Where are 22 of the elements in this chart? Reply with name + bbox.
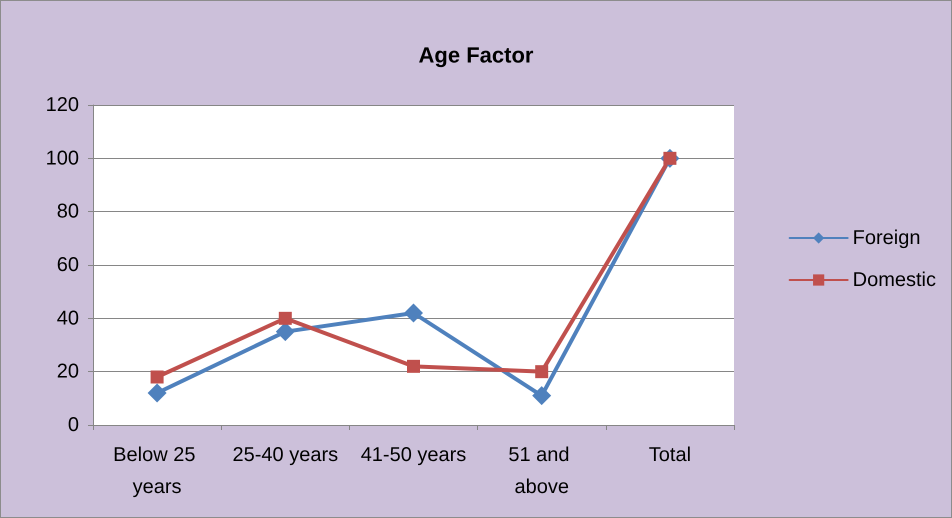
point xyxy=(535,365,548,378)
y-tick-label: 120 xyxy=(46,94,79,116)
point xyxy=(404,304,423,322)
x-tick-label: 25-40 years xyxy=(232,444,338,466)
y-tick-label: 80 xyxy=(56,200,79,223)
y-tick-label: 0 xyxy=(68,414,79,436)
point xyxy=(148,384,167,402)
point xyxy=(278,312,292,325)
point xyxy=(532,386,552,406)
y-tick-label: 60 xyxy=(56,254,79,276)
chart-title: Age Factor xyxy=(418,42,534,68)
y-tick-label: 100 xyxy=(46,147,79,170)
legend-label: Foreign xyxy=(852,227,920,249)
legend-label: Domestic xyxy=(852,269,936,291)
x-tick-label: Below 25 years xyxy=(113,444,202,498)
x-tick-label: 41-50 years xyxy=(360,444,466,466)
point xyxy=(150,370,164,384)
y-tick-label: 40 xyxy=(56,307,79,330)
x-tick-label: Total xyxy=(648,444,692,466)
y-tick-label: 20 xyxy=(56,360,79,383)
x-tick-label: 51 and above xyxy=(508,444,576,498)
point xyxy=(407,360,420,373)
